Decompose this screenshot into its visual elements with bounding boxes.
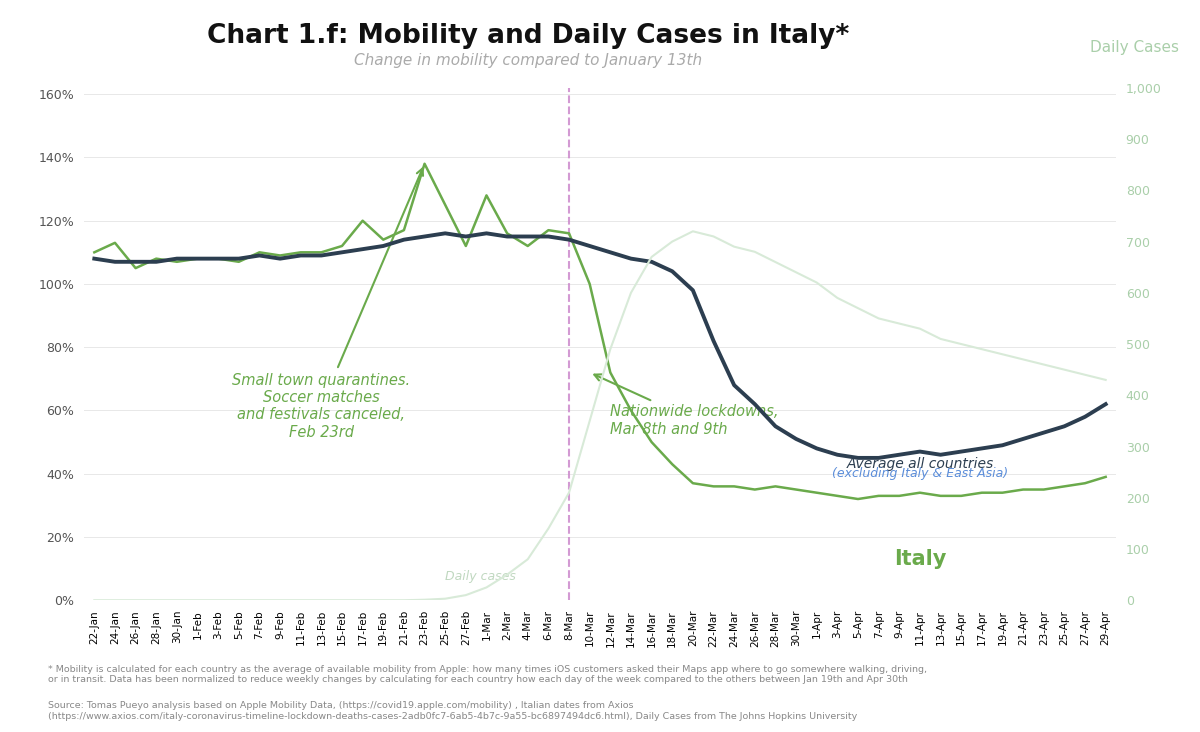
Text: Daily Cases: Daily Cases xyxy=(1090,40,1178,55)
Text: (excluding Italy & East Asia): (excluding Italy & East Asia) xyxy=(832,467,1008,480)
Text: Daily cases: Daily cases xyxy=(445,569,516,583)
Text: Source: Tomas Pueyo analysis based on Apple Mobility Data, (https://covid19.appl: Source: Tomas Pueyo analysis based on Ap… xyxy=(48,701,857,721)
Text: Average all countries: Average all countries xyxy=(846,458,994,471)
Text: Small town quarantines.
Soccer matches
and festivals canceled,
Feb 23rd: Small town quarantines. Soccer matches a… xyxy=(233,168,424,440)
Text: Chart 1.f: Mobility and Daily Cases in Italy*: Chart 1.f: Mobility and Daily Cases in I… xyxy=(206,23,850,50)
Text: Italy: Italy xyxy=(894,549,946,569)
Text: Nationwide lockdowns,
Mar 8th and 9th: Nationwide lockdowns, Mar 8th and 9th xyxy=(594,374,779,436)
Text: * Mobility is calculated for each country as the average of available mobility f: * Mobility is calculated for each countr… xyxy=(48,665,928,684)
Text: Change in mobility compared to January 13th: Change in mobility compared to January 1… xyxy=(354,53,702,67)
